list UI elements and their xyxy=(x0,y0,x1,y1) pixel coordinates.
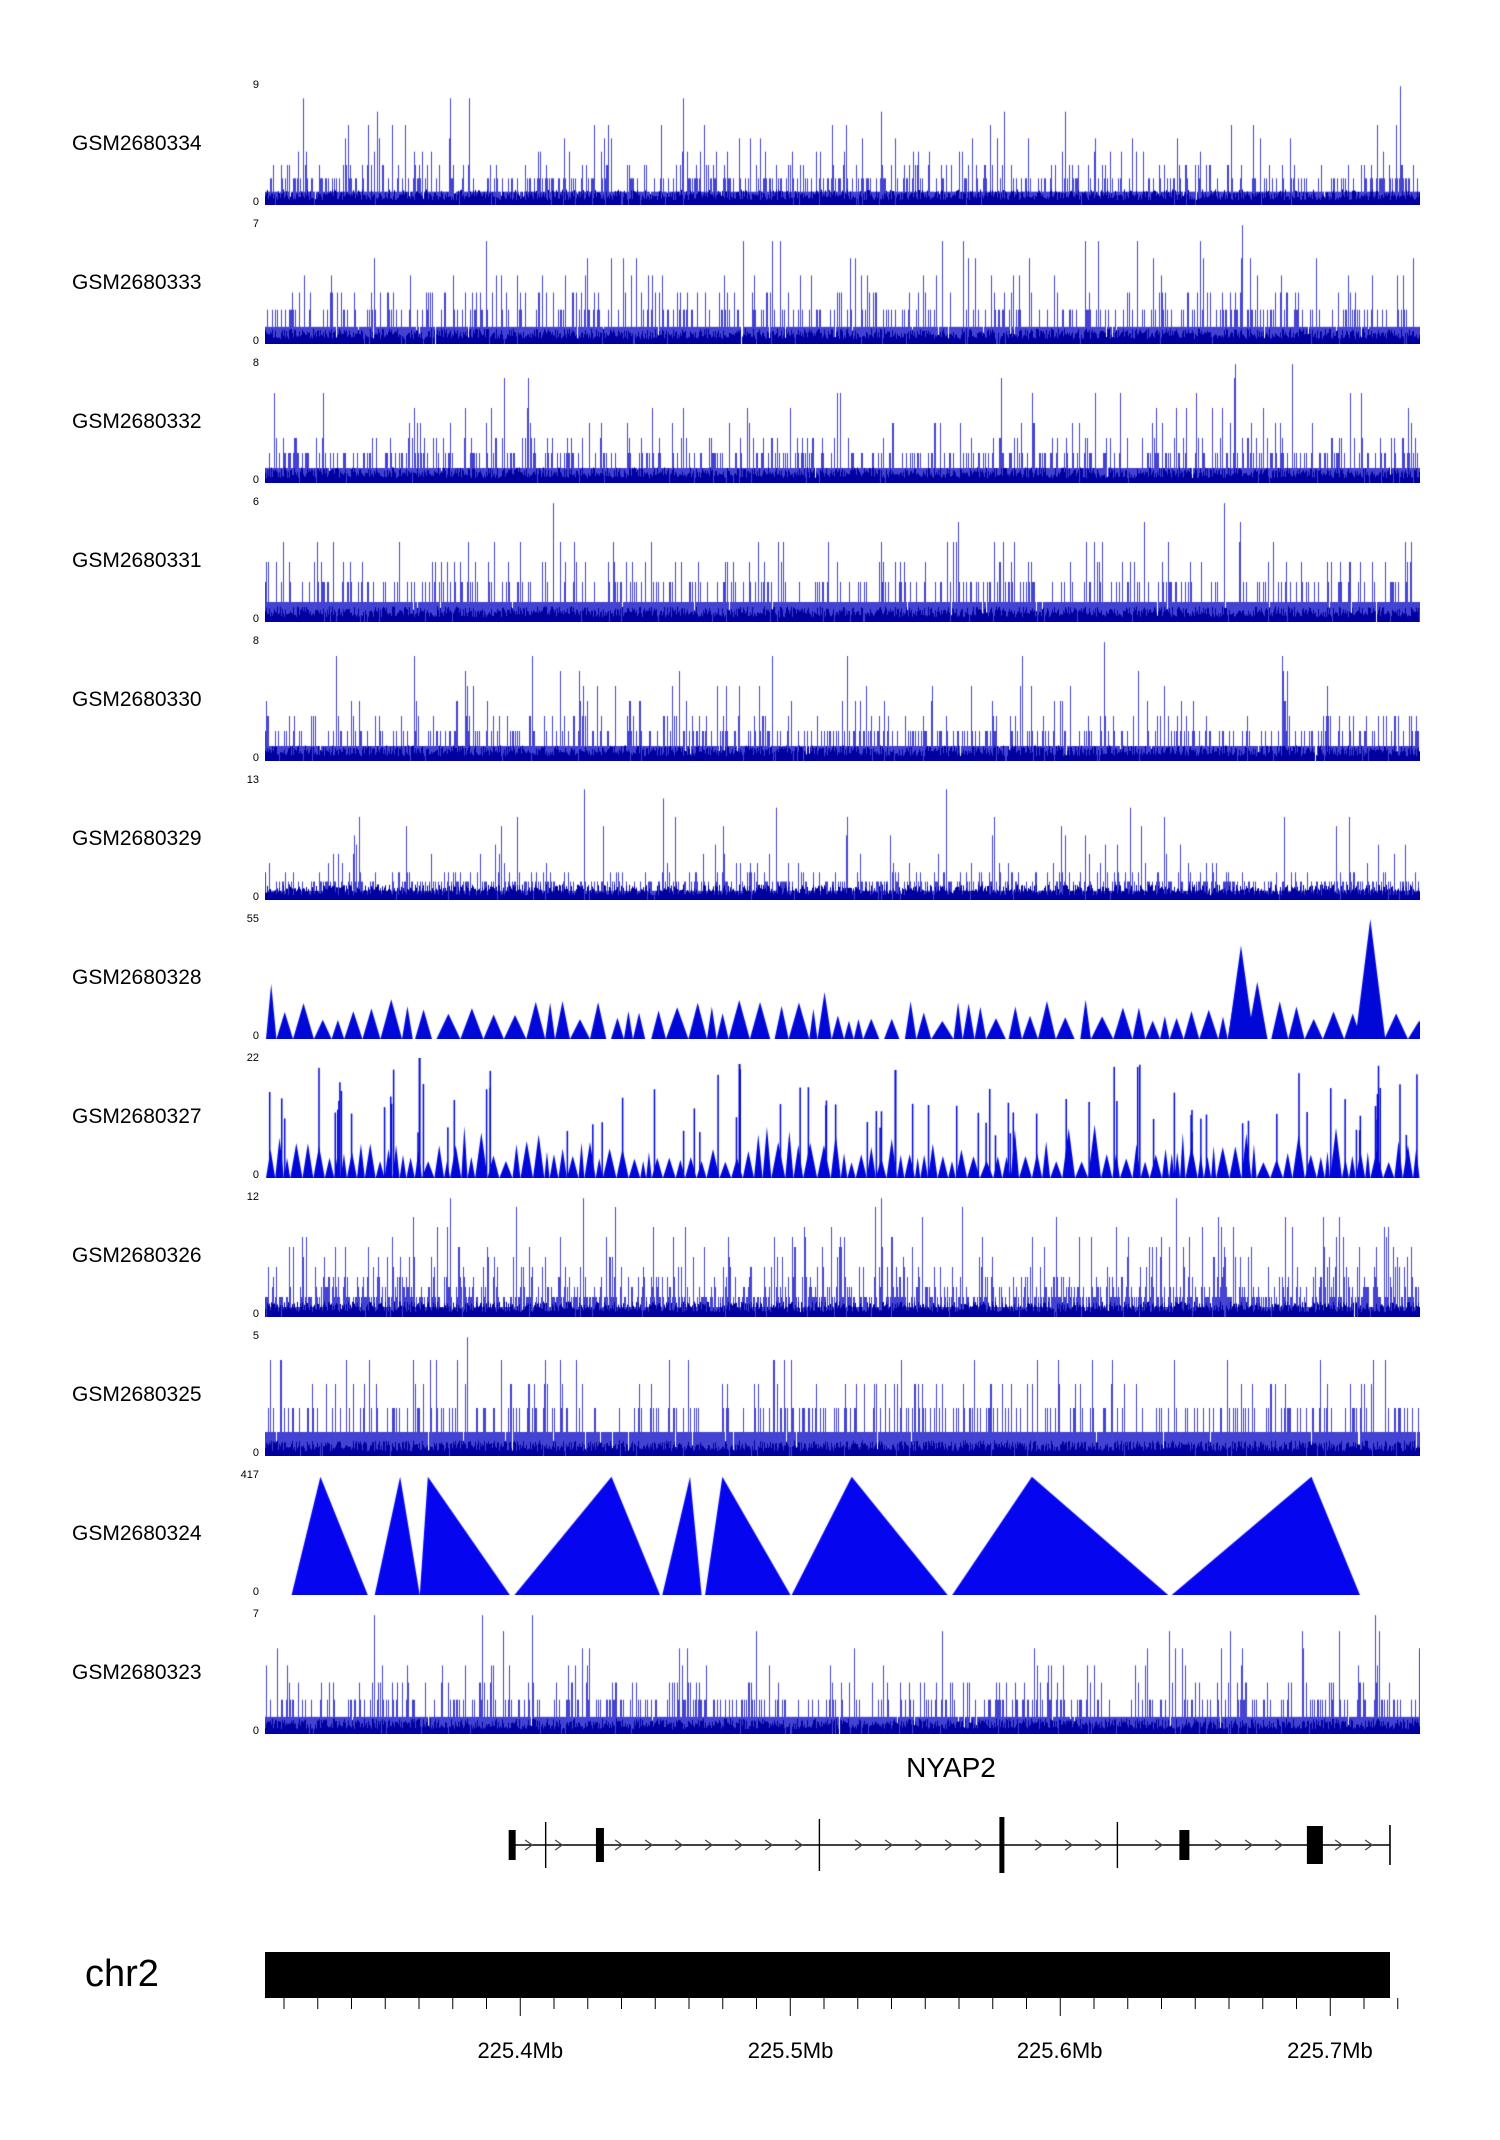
strand-arrow-icon xyxy=(1214,1839,1224,1851)
strand-arrow-icon xyxy=(644,1839,654,1851)
track-ymin: 0 xyxy=(252,1447,259,1459)
strand-arrow-icon xyxy=(1034,1839,1044,1851)
track-label-GSM2680330: GSM2680330 xyxy=(72,688,202,711)
exon-box xyxy=(595,1828,604,1862)
coverage-plot-GSM2680334 xyxy=(265,85,1420,205)
strand-arrow-icon xyxy=(1064,1839,1074,1851)
chromosome-ideogram xyxy=(265,1952,1390,1998)
strand-arrow-icon xyxy=(554,1839,564,1851)
track-ymax: 7 xyxy=(252,218,259,230)
strand-arrow-icon xyxy=(1154,1839,1164,1851)
coverage-plot-GSM2680327 xyxy=(265,1058,1420,1178)
strand-arrow-icon xyxy=(734,1839,744,1851)
track-ymin: 0 xyxy=(252,1030,259,1042)
strand-arrow-icon xyxy=(914,1839,924,1851)
exon-box xyxy=(1179,1830,1190,1860)
track-ymin: 0 xyxy=(252,891,259,903)
track-ymax: 8 xyxy=(252,635,259,647)
track-ymax: 22 xyxy=(246,1052,259,1064)
axis-tick-label: 225.4Mb xyxy=(477,2038,563,2063)
track-label-GSM2680331: GSM2680331 xyxy=(72,549,202,572)
track-ymax: 13 xyxy=(246,774,259,786)
track-ymin: 0 xyxy=(252,474,259,486)
coverage-plot-GSM2680331 xyxy=(265,502,1420,622)
gene-name-label: NYAP2 xyxy=(906,1752,996,1783)
exon-box xyxy=(1306,1826,1323,1864)
coverage-plot-GSM2680330 xyxy=(265,641,1420,761)
exon-box xyxy=(999,1817,1005,1873)
strand-arrow-icon xyxy=(614,1839,624,1851)
track-ymax: 8 xyxy=(252,357,259,369)
track-label-GSM2680328: GSM2680328 xyxy=(72,966,202,989)
track-ymin: 0 xyxy=(252,1169,259,1181)
coverage-plot-GSM2680329 xyxy=(265,780,1420,900)
coverage-plot-GSM2680328 xyxy=(265,919,1420,1039)
track-ymax: 6 xyxy=(252,496,259,508)
gene-model-diagram xyxy=(508,1817,1391,1873)
track-ymin: 0 xyxy=(252,752,259,764)
track-ymax: 7 xyxy=(252,1608,259,1620)
track-label-GSM2680329: GSM2680329 xyxy=(72,827,202,850)
track-label-GSM2680323: GSM2680323 xyxy=(72,1661,202,1684)
chromosome-label: chr2 xyxy=(85,1953,159,1995)
track-ymax: 417 xyxy=(240,1469,259,1481)
track-ymax: 9 xyxy=(252,79,259,91)
track-ymax: 5 xyxy=(252,1330,259,1342)
strand-arrow-icon xyxy=(1244,1839,1254,1851)
strand-arrow-icon xyxy=(1334,1839,1344,1851)
track-ymax: 12 xyxy=(246,1191,259,1203)
track-label-GSM2680327: GSM2680327 xyxy=(72,1105,202,1128)
strand-arrow-icon xyxy=(674,1839,684,1851)
strand-arrow-icon xyxy=(944,1839,954,1851)
track-label-GSM2680324: GSM2680324 xyxy=(72,1522,202,1545)
exon-box xyxy=(508,1830,516,1860)
axis-tick-label: 225.7Mb xyxy=(1287,2038,1373,2063)
strand-arrow-icon xyxy=(1364,1839,1374,1851)
track-label-GSM2680334: GSM2680334 xyxy=(72,132,202,155)
strand-arrow-icon xyxy=(704,1839,714,1851)
track-ymin: 0 xyxy=(252,335,259,347)
coverage-plot-GSM2680333 xyxy=(265,224,1420,344)
genomic-coordinate-axis: 225.4Mb 225.5Mb 225.6Mb 225.7Mb xyxy=(283,1998,1399,2063)
track-ymax: 55 xyxy=(246,913,259,925)
coverage-plot-GSM2680326 xyxy=(265,1197,1420,1317)
strand-arrow-icon xyxy=(974,1839,984,1851)
track-ymin: 0 xyxy=(252,196,259,208)
strand-arrow-icon xyxy=(764,1839,774,1851)
coverage-plot-GSM2680324 xyxy=(265,1475,1420,1595)
track-ymin: 0 xyxy=(252,613,259,625)
strand-arrow-icon xyxy=(794,1839,804,1851)
track-label-GSM2680333: GSM2680333 xyxy=(72,271,202,294)
track-ymin: 0 xyxy=(252,1308,259,1320)
strand-arrow-icon xyxy=(1274,1839,1284,1851)
strand-arrow-icon xyxy=(884,1839,894,1851)
track-label-GSM2680325: GSM2680325 xyxy=(72,1383,202,1406)
axis-tick-label: 225.5Mb xyxy=(748,2038,834,2063)
track-ymin: 0 xyxy=(252,1725,259,1737)
track-label-GSM2680332: GSM2680332 xyxy=(72,410,202,433)
strand-arrow-icon xyxy=(854,1839,864,1851)
coverage-plot-GSM2680325 xyxy=(265,1336,1420,1456)
strand-arrow-icon xyxy=(524,1839,534,1851)
track-ymin: 0 xyxy=(252,1586,259,1598)
coverage-plot-GSM2680332 xyxy=(265,363,1420,483)
strand-arrow-icon xyxy=(1094,1839,1104,1851)
axis-tick-label: 225.6Mb xyxy=(1017,2038,1103,2063)
track-label-GSM2680326: GSM2680326 xyxy=(72,1244,202,1267)
coverage-plot-GSM2680323 xyxy=(265,1614,1420,1734)
